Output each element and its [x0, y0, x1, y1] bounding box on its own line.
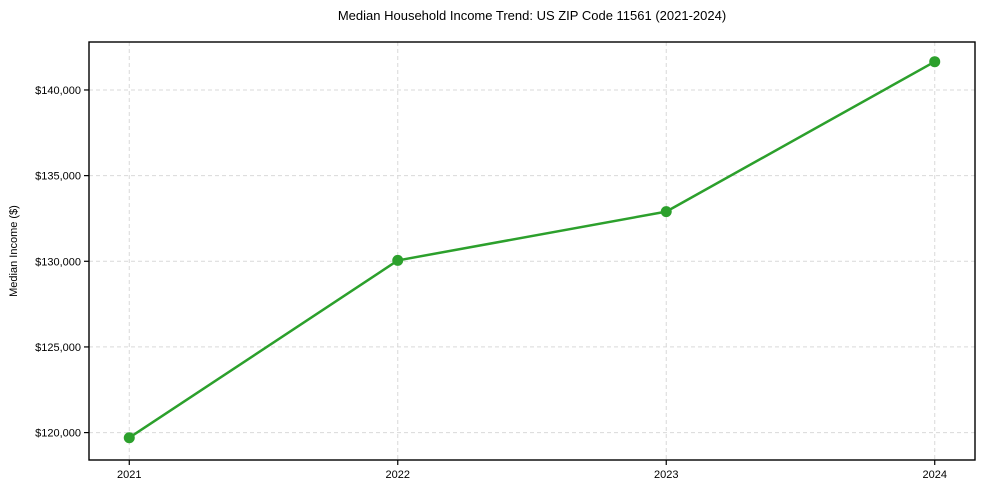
x-tick-label: 2021 — [117, 469, 141, 481]
data-point-2024 — [929, 56, 941, 68]
data-point-2022 — [392, 254, 404, 266]
data-point-2023 — [660, 206, 672, 218]
y-tick-label: $140,000 — [35, 85, 81, 97]
y-tick-label: $125,000 — [35, 342, 81, 354]
chart-title: Median Household Income Trend: US ZIP Co… — [337, 8, 727, 23]
plot-border — [88, 41, 976, 461]
x-tick-label: 2024 — [922, 469, 946, 481]
x-tick-label: 2023 — [654, 469, 678, 481]
income-trend-line — [128, 60, 936, 439]
y-tick-label: $130,000 — [35, 256, 81, 268]
data-point-2021 — [123, 432, 135, 444]
y-tick-label: $120,000 — [35, 428, 81, 440]
x-tick-label: 2022 — [386, 469, 410, 481]
y-tick-label: $135,000 — [35, 171, 81, 183]
